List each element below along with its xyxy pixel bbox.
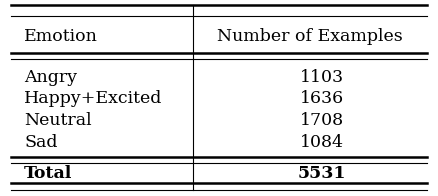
Text: 1708: 1708 (300, 112, 344, 129)
Text: 5531: 5531 (297, 165, 346, 182)
Text: Angry: Angry (24, 69, 77, 86)
Text: Number of Examples: Number of Examples (217, 28, 403, 45)
Text: Neutral: Neutral (24, 112, 92, 129)
Text: 1084: 1084 (300, 134, 343, 151)
Text: Happy+Excited: Happy+Excited (24, 90, 162, 107)
Text: Sad: Sad (24, 134, 57, 151)
Text: 1103: 1103 (300, 69, 344, 86)
Text: Total: Total (24, 165, 72, 182)
Text: 1636: 1636 (300, 90, 344, 107)
Text: Emotion: Emotion (24, 28, 98, 45)
